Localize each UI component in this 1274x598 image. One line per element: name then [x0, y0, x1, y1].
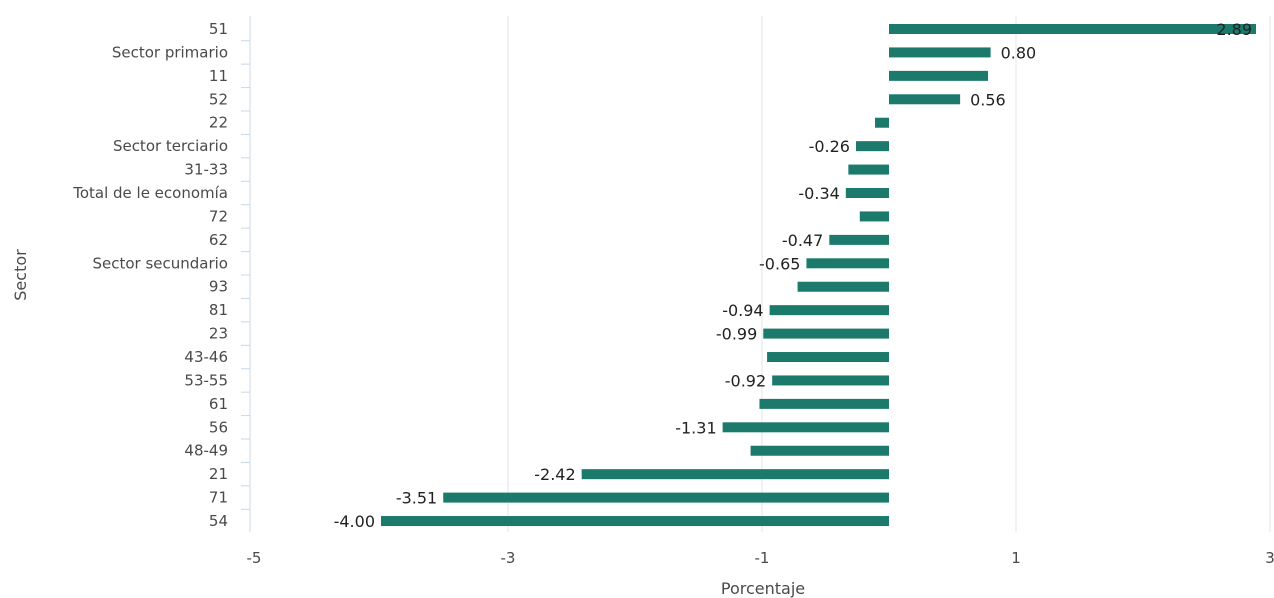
data-label: -0.65: [759, 254, 800, 273]
bar: [767, 352, 889, 363]
bar: [797, 281, 889, 292]
bar: [759, 398, 889, 409]
category-labels: 51 Sector primario 11 52 22 Sector terciario 3…: [72, 20, 228, 530]
category-label: Sector primario: [112, 43, 228, 61]
data-label: -0.99: [716, 325, 757, 344]
data-label: -0.34: [798, 184, 839, 203]
bar: [750, 445, 889, 456]
data-label: 0.80: [1001, 43, 1037, 62]
bar: [848, 164, 889, 175]
bar: [443, 492, 889, 503]
category-label: 72: [209, 207, 228, 225]
y-axis-title: Sector: [11, 249, 30, 301]
bar: [889, 70, 989, 81]
bar: [772, 375, 889, 386]
bar: [889, 24, 1257, 34]
data-label: -1.31: [675, 418, 716, 437]
category-label: 51: [209, 20, 228, 38]
bar: [769, 305, 889, 316]
bar: [829, 234, 889, 245]
category-label: 31-33: [184, 161, 228, 179]
bar: [859, 211, 889, 222]
category-label: 61: [209, 395, 228, 413]
data-label: -0.94: [722, 301, 763, 320]
bar: [855, 141, 889, 152]
category-label: 52: [209, 90, 228, 108]
category-label: 11: [209, 67, 228, 85]
y-axis: [241, 16, 251, 532]
bar: [381, 516, 889, 527]
bar: [889, 94, 961, 105]
data-label: -0.47: [782, 231, 823, 250]
x-tick-label: -3: [501, 549, 516, 567]
data-label: -0.92: [725, 371, 766, 390]
category-label: Sector terciario: [113, 137, 228, 155]
data-label: -0.26: [809, 137, 850, 156]
bar: [806, 258, 889, 269]
data-labels: 2.89 0.80 0.56 -0.26 -0.34 -0.47 -0.65 -0.94 -0.…: [334, 20, 1252, 531]
category-label: Sector secundario: [92, 254, 228, 272]
data-label: -2.42: [534, 465, 575, 484]
bar: [722, 422, 889, 433]
data-label: 2.89: [1216, 20, 1252, 39]
bar: [875, 117, 889, 128]
category-label: 23: [209, 325, 228, 343]
category-label: 53-55: [184, 371, 228, 389]
bar: [763, 328, 889, 339]
x-tick-label: -1: [755, 549, 770, 567]
category-label: 43-46: [184, 348, 228, 366]
category-label: 54: [209, 512, 228, 530]
category-label: Total de le economía: [72, 184, 228, 202]
category-label: 21: [209, 465, 228, 483]
bars: [381, 24, 1257, 527]
category-label: 93: [209, 278, 228, 296]
bar: [889, 47, 991, 58]
x-tick-labels: -5 -3 -1 1 3: [247, 549, 1274, 567]
x-tick-label: -5: [247, 549, 262, 567]
bar: [845, 188, 889, 199]
bar: [581, 469, 889, 480]
data-label: -4.00: [334, 512, 375, 531]
data-label: -3.51: [396, 489, 437, 508]
category-label: 71: [209, 489, 228, 507]
category-label: 56: [209, 418, 228, 436]
x-axis-title: Porcentaje: [721, 579, 805, 598]
x-tick-label: 1: [1011, 549, 1021, 567]
category-label: 62: [209, 231, 228, 249]
data-label: 0.56: [970, 90, 1006, 109]
category-label: 81: [209, 301, 228, 319]
x-tick-label: 3: [1265, 549, 1274, 567]
category-label: 48-49: [184, 442, 228, 460]
category-label: 22: [209, 114, 228, 132]
